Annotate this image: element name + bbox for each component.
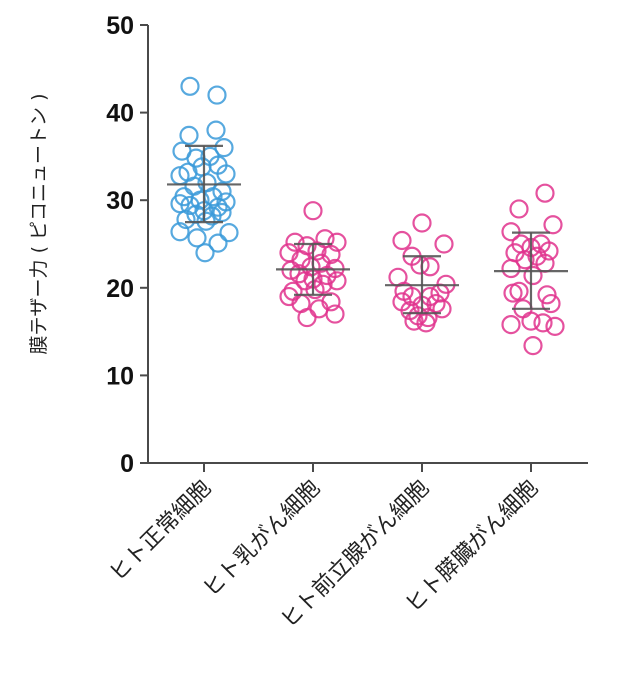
data-point — [212, 202, 232, 223]
y-axis: 0 10 20 30 40 50 — [106, 12, 149, 478]
data-point — [416, 313, 436, 333]
mean-sd-bars — [167, 144, 568, 315]
data-point — [501, 258, 521, 279]
y-tick-label: 30 — [106, 187, 134, 215]
data-point — [216, 164, 236, 184]
data-point — [545, 316, 565, 336]
y-tick-label: 40 — [106, 100, 134, 128]
data-point — [541, 293, 561, 314]
data-point — [190, 190, 210, 210]
data-point — [515, 250, 535, 270]
data-point — [207, 85, 227, 105]
data-point — [501, 314, 521, 335]
data-point — [187, 228, 207, 248]
data-point — [523, 336, 543, 356]
data-point — [523, 265, 543, 286]
data-point — [180, 76, 200, 96]
data-point — [412, 213, 432, 233]
data-point — [327, 271, 347, 291]
mean-sd-4 — [494, 231, 568, 310]
mean-sd-1 — [167, 144, 241, 224]
mean-sd-2 — [276, 242, 350, 296]
data-point — [539, 241, 559, 261]
x-tick-label: ヒト正常細胞 — [105, 476, 216, 587]
data-point — [176, 209, 196, 230]
data-point — [208, 233, 228, 253]
data-point — [179, 125, 199, 145]
data-point — [521, 311, 541, 331]
data-point — [432, 299, 452, 319]
mean-sd-3 — [385, 255, 459, 315]
data-point — [509, 199, 529, 219]
y-tick-label: 10 — [106, 362, 134, 390]
y-tick-label: 50 — [106, 12, 134, 40]
y-tick-label: 0 — [120, 450, 134, 478]
data-point — [543, 215, 563, 235]
data-point — [285, 232, 305, 252]
series-4 — [501, 183, 565, 356]
data-point — [392, 230, 412, 251]
data-point — [537, 285, 557, 305]
data-point — [535, 183, 555, 203]
data-point — [434, 234, 454, 254]
y-axis-label: 膜テザー力 ( ピコニュートン ) — [28, 94, 50, 355]
data-point — [291, 250, 311, 270]
data-point — [305, 279, 325, 300]
data-point — [426, 293, 446, 314]
data-point — [327, 232, 347, 252]
data-point — [503, 283, 523, 303]
data-point — [297, 307, 317, 328]
data-point — [219, 223, 239, 243]
data-point — [317, 265, 337, 286]
data-point — [206, 120, 226, 140]
data-points — [170, 76, 565, 356]
data-point — [283, 281, 303, 301]
data-point — [533, 313, 553, 333]
data-point — [303, 201, 323, 221]
data-point — [325, 304, 345, 324]
data-point — [195, 243, 215, 263]
y-tick-label: 20 — [106, 275, 134, 303]
data-point — [214, 138, 234, 158]
x-tick-label: ヒト乳がん細胞 — [199, 476, 326, 603]
data-point — [420, 257, 440, 277]
data-point — [170, 222, 190, 242]
